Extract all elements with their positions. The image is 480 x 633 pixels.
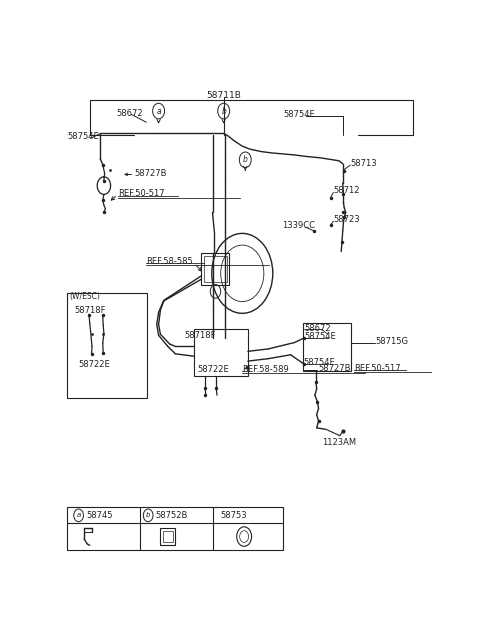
- Text: b: b: [221, 106, 226, 116]
- Text: 58711B: 58711B: [206, 91, 241, 100]
- Text: (W/ESC): (W/ESC): [70, 292, 100, 301]
- Text: b: b: [243, 155, 248, 165]
- Text: 58754E: 58754E: [67, 132, 99, 141]
- Text: REF.58-585: REF.58-585: [146, 256, 193, 266]
- Text: REF.58-589: REF.58-589: [242, 365, 289, 374]
- Text: 58745: 58745: [87, 511, 113, 520]
- Text: a: a: [76, 512, 81, 518]
- Text: 1339CC: 1339CC: [282, 221, 315, 230]
- Bar: [194, 329, 248, 376]
- Text: REF.50-517: REF.50-517: [354, 364, 400, 373]
- Text: 58754E: 58754E: [304, 358, 336, 367]
- Bar: [202, 253, 229, 285]
- Text: 58713: 58713: [350, 159, 377, 168]
- Text: 58722E: 58722E: [79, 360, 110, 369]
- Text: 58754E: 58754E: [283, 110, 315, 119]
- Text: 58752B: 58752B: [156, 511, 188, 520]
- Text: 58753: 58753: [221, 511, 247, 520]
- Text: 58723: 58723: [334, 215, 360, 224]
- Bar: [302, 323, 351, 371]
- Bar: [160, 528, 175, 546]
- Text: a: a: [156, 106, 161, 116]
- Bar: [163, 530, 173, 542]
- Text: 1123AM: 1123AM: [322, 438, 356, 447]
- Text: 58672: 58672: [305, 324, 331, 333]
- Bar: [204, 256, 227, 282]
- Text: 58715G: 58715G: [375, 337, 408, 346]
- Bar: [67, 293, 147, 398]
- Text: 58718F: 58718F: [74, 306, 106, 315]
- Text: 58672: 58672: [117, 108, 143, 118]
- Bar: [67, 507, 283, 549]
- Text: b: b: [146, 512, 150, 518]
- Text: 58712: 58712: [334, 187, 360, 196]
- Text: 58722E: 58722E: [198, 365, 229, 374]
- Text: 58727B: 58727B: [319, 364, 351, 373]
- Text: 58718F: 58718F: [185, 331, 216, 340]
- Text: REF.50-517: REF.50-517: [118, 189, 164, 198]
- Text: 58727B: 58727B: [134, 169, 167, 178]
- Text: 58754E: 58754E: [305, 332, 336, 341]
